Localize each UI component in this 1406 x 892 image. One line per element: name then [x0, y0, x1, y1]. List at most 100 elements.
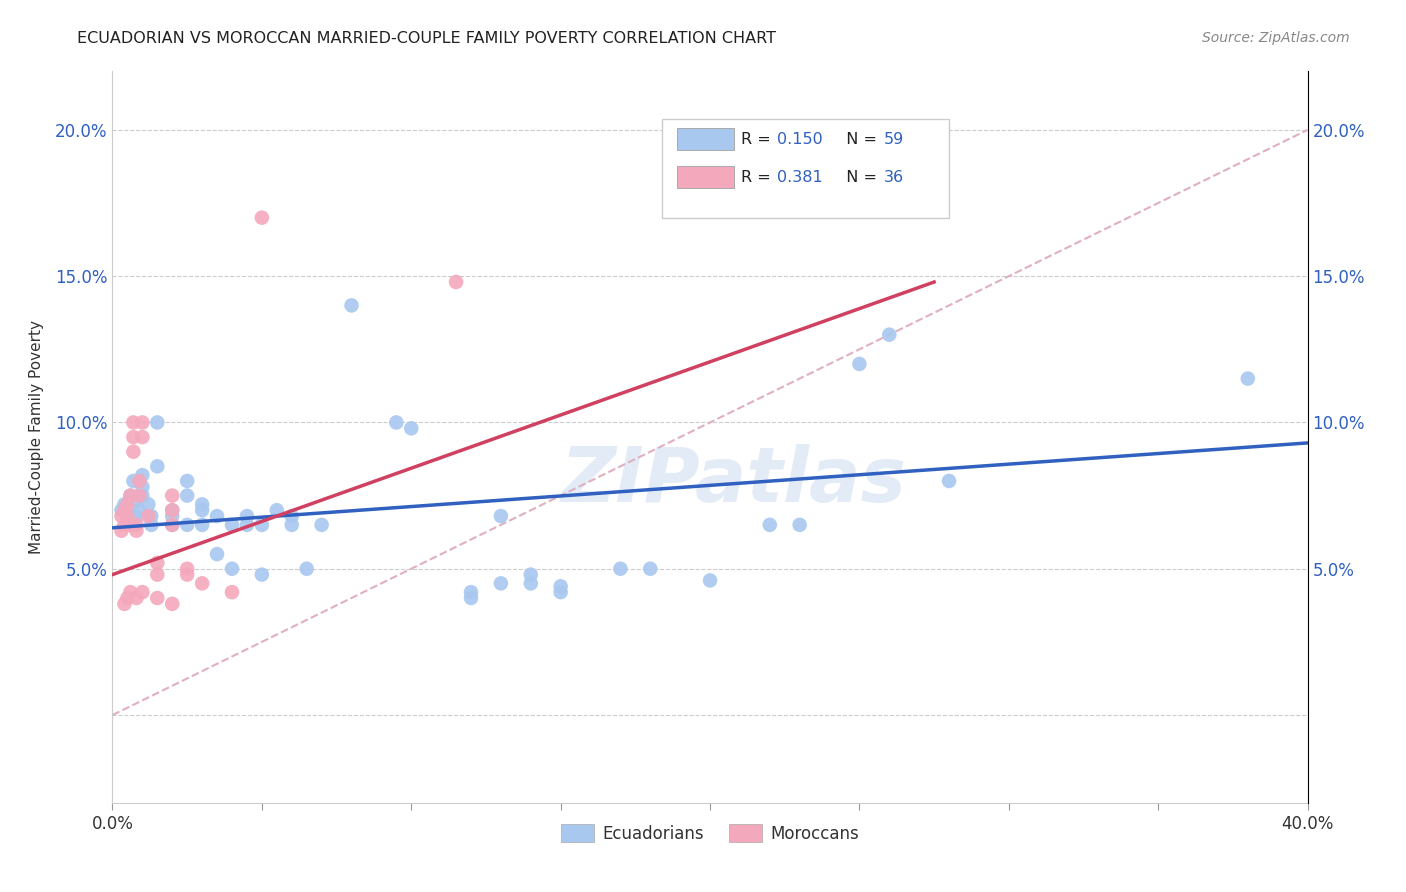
- Point: [125, 524, 148, 538]
- Point: [221, 562, 243, 576]
- Text: Source: ZipAtlas.com: Source: ZipAtlas.com: [1202, 31, 1350, 45]
- Point: [699, 574, 721, 588]
- Point: [205, 509, 228, 524]
- Point: [114, 503, 135, 517]
- Point: [141, 509, 163, 524]
- Point: [125, 509, 148, 524]
- Point: [385, 416, 408, 430]
- Point: [759, 517, 782, 532]
- Text: 36: 36: [883, 169, 904, 185]
- Point: [250, 517, 273, 532]
- Point: [162, 503, 183, 517]
- Point: [205, 547, 228, 561]
- Text: 0.381: 0.381: [778, 169, 823, 185]
- Point: [146, 556, 169, 570]
- Point: [125, 517, 148, 532]
- Point: [114, 597, 135, 611]
- Point: [489, 576, 512, 591]
- Point: [640, 562, 662, 576]
- Point: [550, 579, 572, 593]
- Point: [1237, 371, 1260, 385]
- Point: [146, 591, 169, 605]
- Point: [848, 357, 870, 371]
- Point: [131, 468, 153, 483]
- Point: [122, 416, 145, 430]
- Point: [789, 517, 811, 532]
- Point: [110, 524, 132, 538]
- Point: [311, 517, 333, 532]
- Point: [117, 591, 139, 605]
- Point: [110, 503, 132, 517]
- Text: ZIPatlas: ZIPatlas: [561, 444, 907, 518]
- Point: [191, 517, 214, 532]
- Point: [520, 576, 543, 591]
- Point: [250, 211, 273, 225]
- Point: [117, 509, 139, 524]
- Point: [191, 497, 214, 511]
- Point: [176, 474, 198, 488]
- Point: [444, 275, 467, 289]
- FancyBboxPatch shape: [662, 119, 949, 218]
- Point: [110, 509, 132, 524]
- Text: R =: R =: [741, 132, 776, 147]
- Text: N =: N =: [835, 132, 882, 147]
- Text: R =: R =: [741, 169, 776, 185]
- Point: [609, 562, 631, 576]
- Point: [489, 509, 512, 524]
- Point: [128, 474, 150, 488]
- Point: [146, 567, 169, 582]
- FancyBboxPatch shape: [676, 128, 734, 151]
- Point: [460, 585, 482, 599]
- Legend: Ecuadorians, Moroccans: Ecuadorians, Moroccans: [554, 818, 866, 849]
- Point: [520, 567, 543, 582]
- Point: [162, 517, 183, 532]
- Point: [550, 585, 572, 599]
- Point: [120, 489, 142, 503]
- Point: [131, 416, 153, 430]
- Y-axis label: Married-Couple Family Poverty: Married-Couple Family Poverty: [30, 320, 44, 554]
- Text: 0.150: 0.150: [778, 132, 823, 147]
- Point: [281, 509, 304, 524]
- FancyBboxPatch shape: [676, 167, 734, 188]
- Point: [162, 489, 183, 503]
- Point: [122, 430, 145, 444]
- Point: [120, 517, 142, 532]
- Point: [141, 517, 163, 532]
- Point: [122, 474, 145, 488]
- Point: [176, 517, 198, 532]
- Point: [191, 503, 214, 517]
- Point: [146, 416, 169, 430]
- Point: [176, 489, 198, 503]
- Point: [236, 509, 259, 524]
- Point: [125, 494, 148, 508]
- Point: [879, 327, 901, 342]
- Point: [125, 591, 148, 605]
- Point: [176, 562, 198, 576]
- Point: [114, 497, 135, 511]
- Point: [122, 517, 145, 532]
- Point: [128, 503, 150, 517]
- Point: [131, 430, 153, 444]
- Point: [176, 567, 198, 582]
- Point: [138, 497, 160, 511]
- Point: [250, 567, 273, 582]
- Point: [460, 591, 482, 605]
- Point: [131, 480, 153, 494]
- Point: [120, 585, 142, 599]
- Point: [138, 509, 160, 524]
- Point: [131, 489, 153, 503]
- Point: [401, 421, 423, 435]
- Point: [266, 503, 288, 517]
- Point: [114, 517, 135, 532]
- Point: [221, 585, 243, 599]
- Point: [162, 503, 183, 517]
- Text: 59: 59: [883, 132, 904, 147]
- Point: [340, 298, 363, 312]
- Point: [117, 509, 139, 524]
- Point: [191, 576, 214, 591]
- Point: [162, 597, 183, 611]
- Point: [236, 517, 259, 532]
- Point: [120, 489, 142, 503]
- Point: [281, 517, 304, 532]
- Point: [162, 509, 183, 524]
